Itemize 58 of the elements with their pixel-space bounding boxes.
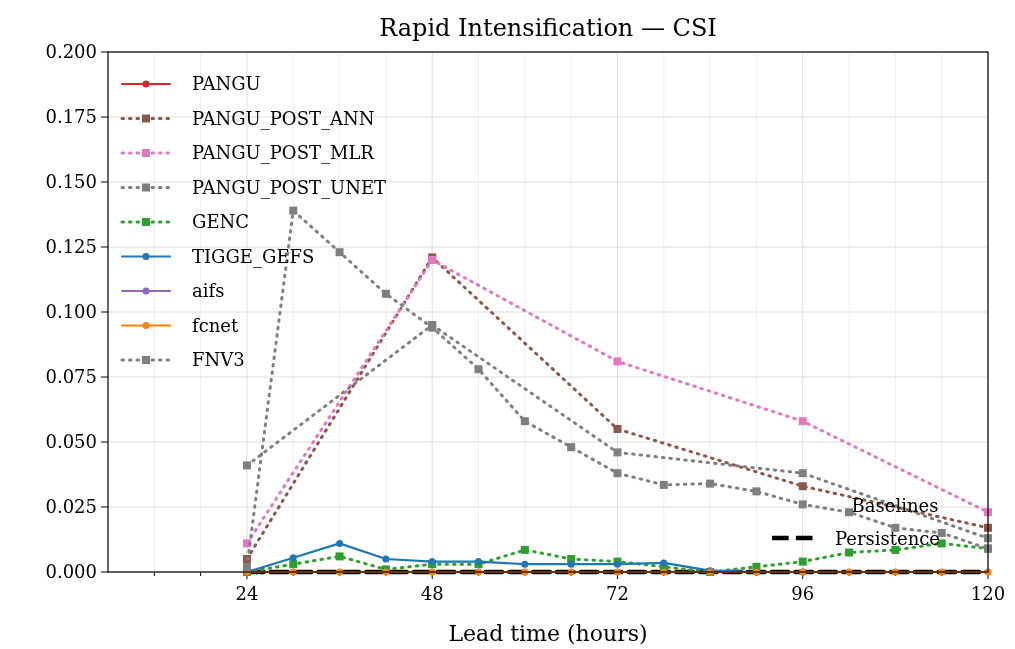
point xyxy=(706,479,715,488)
point xyxy=(845,508,854,517)
point xyxy=(798,557,807,566)
point xyxy=(798,469,807,478)
y-tick-label: 0.100 xyxy=(45,301,97,322)
y-tick-label: 0.200 xyxy=(45,41,97,62)
y-tick-label: 0.150 xyxy=(45,171,97,192)
point xyxy=(381,289,390,298)
point xyxy=(891,545,900,554)
point xyxy=(752,487,761,496)
legend-label: fcnet xyxy=(192,314,239,336)
point xyxy=(567,443,576,452)
point xyxy=(335,552,344,561)
point xyxy=(521,560,529,568)
point xyxy=(845,548,854,557)
legend-label: PANGU_POST_MLR xyxy=(192,142,375,164)
legend-label: TIGGE_GEFS xyxy=(192,245,315,268)
legend-label: PANGU_POST_UNET xyxy=(192,176,387,199)
x-tick-label: 72 xyxy=(606,583,629,604)
point xyxy=(613,448,622,457)
y-tick-label: 0.050 xyxy=(45,431,97,452)
y-tick-label: 0.125 xyxy=(45,236,97,257)
x-tick-label: 96 xyxy=(791,583,815,604)
point xyxy=(242,461,251,470)
point xyxy=(567,560,575,568)
legend-label: aifs xyxy=(192,280,225,301)
chart-title: Rapid Intensification — CSI xyxy=(379,14,717,42)
point xyxy=(520,545,529,554)
legend-label: GENC xyxy=(192,211,250,232)
point xyxy=(242,562,251,571)
x-tick-label: 24 xyxy=(235,583,259,604)
point xyxy=(798,417,807,426)
y-tick-label: 0.000 xyxy=(45,561,97,582)
y-tick-label: 0.175 xyxy=(45,106,97,127)
point xyxy=(289,554,297,562)
legend-label: Persistence xyxy=(835,528,941,549)
point xyxy=(289,560,298,569)
y-tick-label: 0.025 xyxy=(45,496,97,517)
point xyxy=(613,425,622,433)
legend-label: PANGU_POST_ANN xyxy=(192,107,375,130)
point xyxy=(660,559,668,567)
y-tick-label: 0.075 xyxy=(45,366,97,387)
point xyxy=(613,357,622,366)
legend-label: FNV3 xyxy=(192,349,245,370)
point xyxy=(336,539,344,547)
x-axis-title: Lead time (hours) xyxy=(448,621,648,646)
point xyxy=(335,248,344,257)
point xyxy=(798,500,807,509)
point xyxy=(613,469,622,478)
point xyxy=(520,417,529,426)
point xyxy=(474,365,483,374)
x-tick-label: 120 xyxy=(970,583,1006,604)
point xyxy=(382,555,390,563)
point xyxy=(289,206,298,215)
point xyxy=(798,482,807,491)
point xyxy=(659,480,668,489)
x-tick-label: 48 xyxy=(420,583,444,604)
legend-label: PANGU xyxy=(192,73,261,94)
